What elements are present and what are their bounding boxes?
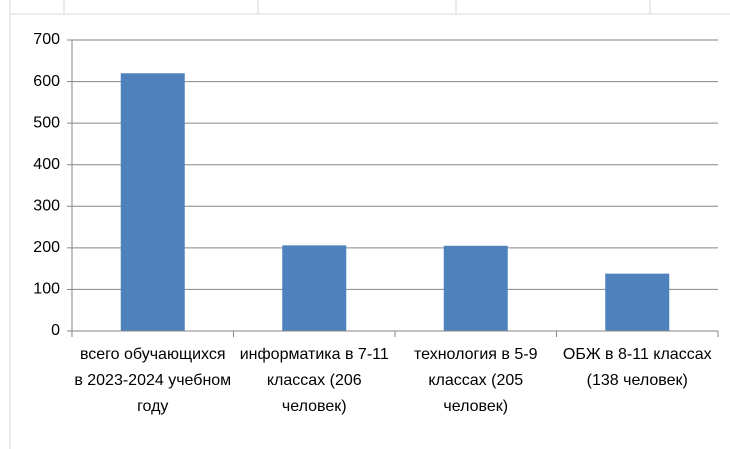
x-tick-label: информатика в 7-11 классах (206 человек) (239, 346, 389, 415)
x-tick-label: всего обучающихся в 2023-2024 учебном го… (74, 346, 232, 415)
y-tick-label: 600 (33, 73, 60, 90)
y-tick-label: 100 (33, 281, 60, 298)
y-tick-label: 300 (33, 198, 60, 215)
x-tick-label: ОБЖ в 8-11 классах (138 человек) (562, 346, 712, 389)
y-tick-label: 200 (33, 239, 60, 256)
y-tick-label: 700 (33, 31, 60, 48)
y-tick-label: 500 (33, 114, 60, 131)
bar (282, 245, 347, 331)
y-tick-label: 0 (51, 322, 60, 339)
y-tick-label: 400 (33, 156, 60, 173)
bar (443, 245, 508, 331)
bar (605, 273, 670, 331)
bar (120, 73, 185, 331)
x-tick-label: технология в 5-9 классах (205 человек) (414, 346, 538, 415)
